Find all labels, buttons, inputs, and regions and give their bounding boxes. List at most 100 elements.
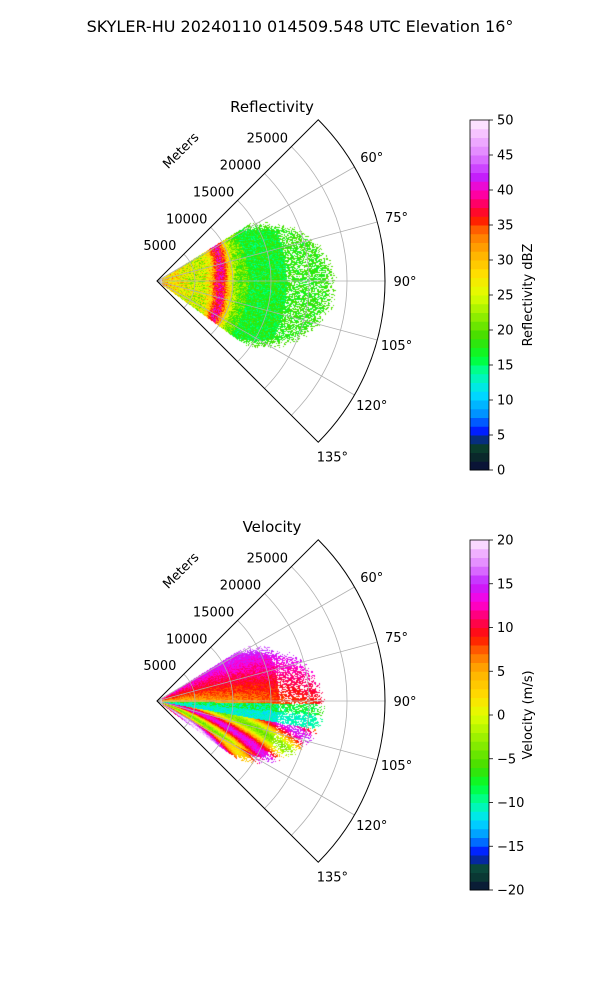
range-tick-label: 25000 (247, 132, 288, 147)
azimuth-tick-label: 105° (381, 339, 412, 354)
colorbar-tick-label: 40 (497, 184, 514, 199)
colorbar-segment (470, 575, 489, 585)
colorbar-segment (470, 295, 489, 305)
colorbar-segment (470, 662, 489, 672)
colorbar-segment (470, 190, 489, 200)
range-tick-label: 15000 (193, 185, 234, 200)
velocity-panel: Velocity 50001000015000200002500060°75°9… (143, 518, 536, 899)
colorbar-segment (470, 863, 489, 873)
azimuth-tick-label: 90° (393, 275, 416, 290)
azimuth-tick-label: 135° (317, 870, 348, 885)
azimuth-tick-label: 120° (356, 819, 387, 834)
azimuth-tick-label: 135° (317, 450, 348, 465)
colorbar-tick-label: −20 (497, 884, 524, 899)
azimuth-tick-label: 60° (360, 571, 383, 586)
colorbar-segment (470, 697, 489, 707)
range-tick-label: 10000 (166, 632, 207, 647)
colorbar-segment (470, 837, 489, 847)
azimuth-tick-label: 75° (385, 631, 408, 646)
colorbar-tick-label: 10 (497, 621, 514, 636)
colorbar-segment (470, 461, 489, 471)
figure-title: SKYLER-HU 20240110 014509.548 UTC Elevat… (87, 17, 514, 36)
colorbar-tick-label: 20 (497, 534, 514, 549)
colorbar-segment (470, 391, 489, 401)
reflectivity-colorbar: 0 5 10 15 20 25 30 35 40 45 50 (469, 114, 514, 479)
colorbar-segment (470, 146, 489, 156)
colorbar-tick-label: −15 (497, 840, 524, 855)
colorbar-segment (470, 373, 489, 383)
colorbar-segment (470, 706, 489, 716)
range-tick-label: 5000 (143, 239, 176, 254)
colorbar-segment (470, 321, 489, 331)
colorbar-tick-label: 15 (497, 577, 514, 592)
colorbar-tick-label: 0 (497, 464, 505, 479)
colorbar-segment (470, 566, 489, 576)
colorbar-segment (470, 172, 489, 182)
azimuth-gridline (156, 166, 355, 282)
colorbar-segment (470, 601, 489, 611)
colorbar-segment (470, 365, 489, 375)
colorbar-segment (470, 741, 489, 751)
azimuth-gridline (156, 586, 355, 702)
azimuth-tick-label: 75° (385, 211, 408, 226)
colorbar-tick-label: 20 (497, 324, 514, 339)
colorbar-segment (470, 881, 489, 891)
colorbar-segment (470, 347, 489, 357)
axis-labels: 5000 10000 15000 20000 25000 60° 75° 90° 105° 120… (143, 132, 416, 466)
colorbar-segment (470, 828, 489, 838)
colorbar-segment (470, 216, 489, 226)
polar-grid (156, 119, 386, 443)
polar-grid (156, 539, 386, 863)
reflectivity-panel: Reflectivity 50001000015000200002500060°… (143, 98, 536, 479)
colorbar-segment (470, 330, 489, 340)
azimuth-gridline (156, 280, 355, 396)
colorbar-segment (470, 636, 489, 646)
colorbar-segment (470, 610, 489, 620)
azimuth-gridline (156, 700, 378, 761)
azimuth-gridline (156, 700, 355, 816)
azimuth-tick-label: 105° (381, 759, 412, 774)
colorbar-segment (470, 286, 489, 296)
colorbar-segment (470, 233, 489, 243)
colorbar-segment (470, 120, 489, 130)
colorbar-segment (470, 181, 489, 191)
colorbar-segment (470, 435, 489, 445)
colorbar-segment (470, 767, 489, 777)
colorbar-tick-label: 50 (497, 114, 514, 129)
colorbar-segment (470, 426, 489, 436)
colorbar-segment (470, 583, 489, 593)
colorbar-segment (470, 732, 489, 742)
colorbar-segment (470, 618, 489, 628)
colorbar-segment (470, 750, 489, 760)
colorbar-segment (470, 417, 489, 427)
colorbar-segment (470, 242, 489, 252)
velocity-colorbar: −20 −15 −10 −5 0 5 10 15 20 (469, 534, 524, 899)
colorbar-segment (470, 811, 489, 821)
colorbar-tick-label: 0 (497, 709, 505, 724)
colorbar-segment (470, 128, 489, 138)
colorbar-label: Reflectivity dBZ (521, 244, 536, 347)
colorbar-segment (470, 793, 489, 803)
colorbar-segment (470, 443, 489, 453)
colorbar-segment (470, 251, 489, 261)
colorbar-segment (470, 557, 489, 567)
colorbar-segment (470, 758, 489, 768)
colorbar-segment (470, 592, 489, 602)
azimuth-gridline (156, 641, 378, 702)
colorbar-tick-label: 15 (497, 359, 514, 374)
colorbar-segment (470, 715, 489, 725)
colorbar-segment (470, 846, 489, 856)
colorbar-segment (470, 260, 489, 270)
range-tick-label: 20000 (220, 159, 261, 174)
colorbar-segment (470, 155, 489, 165)
colorbar-segment (470, 452, 489, 462)
range-tick-label: 15000 (193, 605, 234, 620)
colorbar-segment (470, 277, 489, 287)
sector-frame (156, 119, 386, 443)
colorbar-segment (470, 645, 489, 655)
colorbar-segment (470, 198, 489, 208)
colorbar-tick-label: 25 (497, 289, 514, 304)
colorbar-segment (470, 163, 489, 173)
